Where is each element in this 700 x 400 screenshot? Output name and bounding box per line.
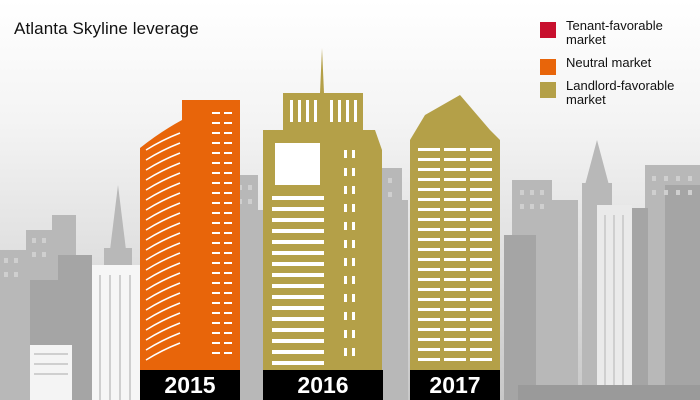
legend-item-neutral: Neutral market (540, 55, 700, 75)
legend-label: Tenant-favorable market (566, 18, 663, 47)
legend: Tenant-favorable market Neutral market L… (540, 19, 700, 116)
tower-2017 (410, 95, 500, 378)
year-label-2017: 2017 (410, 370, 500, 400)
page-title: Atlanta Skyline leverage (14, 19, 199, 38)
tower-2016 (263, 48, 382, 378)
legend-swatch-tenant-favorable (540, 22, 556, 38)
white-building-lines (34, 215, 624, 400)
year-label-2015: 2015 (140, 370, 240, 400)
year-label-2016: 2016 (263, 370, 383, 400)
foreground-low-building (518, 385, 700, 400)
tower-2015 (140, 100, 240, 378)
legend-swatch-landlord-favorable (540, 82, 556, 98)
legend-swatch-neutral (540, 59, 556, 75)
legend-label: Neutral market (566, 55, 652, 70)
legend-item-landlord-favorable: Landlord-favorable market (540, 79, 700, 107)
legend-label: Landlord-favorable market (566, 78, 675, 107)
legend-item-tenant-favorable: Tenant-favorable market (540, 19, 700, 47)
